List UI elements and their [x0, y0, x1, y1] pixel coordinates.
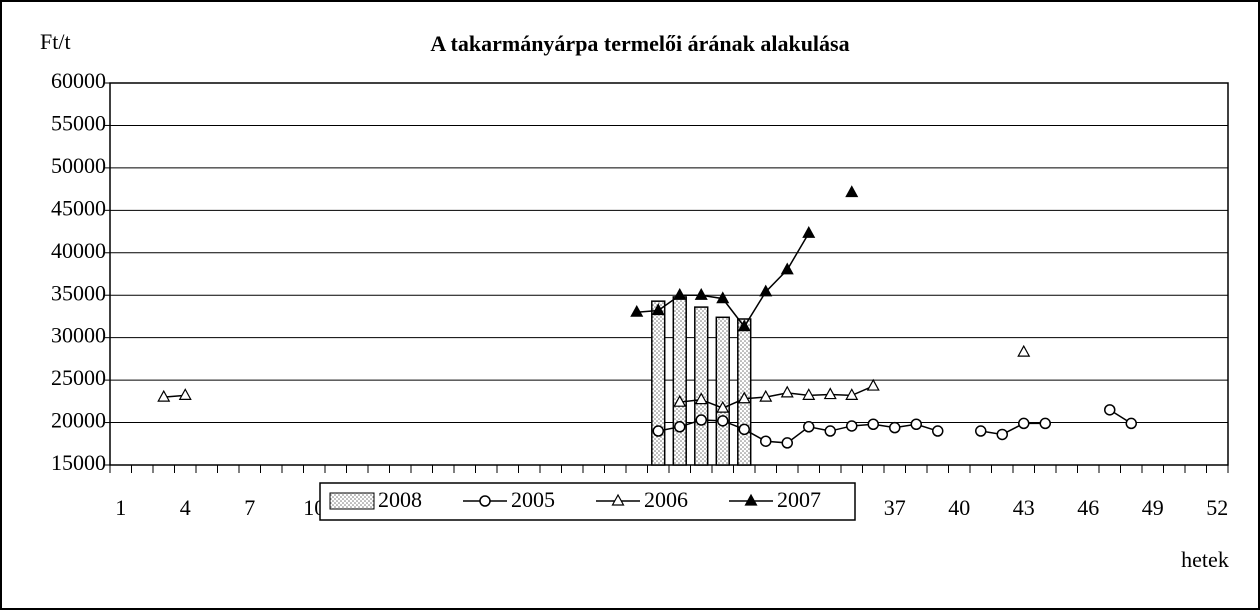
- marker: [910, 418, 922, 431]
- x-tick-label: 1: [115, 495, 126, 520]
- x-tick-label: 7: [244, 495, 255, 520]
- marker: [178, 388, 192, 400]
- bar: [651, 300, 666, 466]
- legend-marker: [479, 495, 491, 507]
- marker: [737, 319, 751, 332]
- legend-label: 2005: [511, 487, 555, 512]
- x-tick-label: 49: [1142, 495, 1164, 520]
- plot-area: [109, 82, 1229, 466]
- bar: [694, 306, 709, 466]
- x-tick-label: 43: [1013, 495, 1035, 520]
- y-axis-label: Ft/t: [40, 29, 71, 54]
- marker: [738, 423, 750, 436]
- marker: [717, 415, 729, 427]
- legend-marker: [611, 493, 625, 506]
- marker: [889, 421, 901, 434]
- marker: [780, 262, 794, 275]
- marker: [673, 287, 687, 300]
- y-tick-label: 25000: [51, 365, 106, 390]
- marker: [651, 303, 665, 316]
- legend-label: 2007: [777, 487, 821, 512]
- marker: [673, 394, 687, 407]
- legend-swatch: [329, 492, 375, 510]
- marker: [845, 388, 859, 400]
- marker: [932, 425, 944, 437]
- chart-title: A takarmányárpa termelői árának alakulás…: [430, 31, 849, 56]
- x-tick-label: 46: [1077, 495, 1099, 520]
- x-axis-label: hetek: [1181, 547, 1229, 572]
- y-tick-label: 55000: [51, 110, 106, 135]
- marker: [759, 284, 773, 297]
- marker: [630, 304, 644, 317]
- marker: [845, 185, 859, 198]
- y-tick-label: 50000: [51, 153, 106, 178]
- marker: [716, 400, 730, 413]
- marker: [695, 414, 707, 426]
- y-tick-label: 45000: [51, 195, 106, 220]
- marker: [1018, 417, 1030, 430]
- marker: [1125, 417, 1137, 430]
- marker: [716, 291, 730, 304]
- marker: [824, 425, 836, 437]
- x-tick-label: 37: [884, 495, 906, 520]
- marker: [803, 421, 815, 433]
- marker: [737, 391, 751, 404]
- y-tick-label: 40000: [51, 238, 106, 263]
- y-tick-label: 20000: [51, 408, 106, 433]
- y-tick-label: 35000: [51, 280, 106, 305]
- marker: [866, 378, 880, 391]
- marker: [694, 392, 708, 405]
- marker: [823, 387, 837, 400]
- x-tick-label: 4: [180, 495, 191, 520]
- marker: [780, 385, 794, 398]
- marker: [674, 421, 686, 433]
- marker: [802, 226, 816, 238]
- x-tick-label: 52: [1206, 495, 1228, 520]
- y-tick-label: 15000: [51, 450, 106, 475]
- marker: [975, 425, 987, 437]
- bar: [715, 316, 730, 466]
- bar: [672, 296, 687, 466]
- legend-label: 2006: [644, 487, 688, 512]
- marker: [802, 388, 816, 400]
- marker: [867, 418, 879, 431]
- x-tick-label: 40: [948, 495, 970, 520]
- y-tick-label: 60000: [51, 68, 106, 93]
- marker: [1039, 417, 1051, 430]
- legend-marker: [744, 493, 758, 506]
- y-tick-label: 30000: [51, 323, 106, 348]
- marker: [157, 389, 171, 402]
- marker: [694, 287, 708, 300]
- marker: [1104, 404, 1116, 416]
- marker: [1017, 344, 1031, 357]
- marker: [996, 428, 1008, 441]
- legend-label: 2008: [378, 487, 422, 512]
- marker: [781, 437, 793, 449]
- marker: [846, 420, 858, 432]
- marker: [759, 389, 773, 402]
- marker: [760, 435, 772, 447]
- marker: [652, 425, 664, 437]
